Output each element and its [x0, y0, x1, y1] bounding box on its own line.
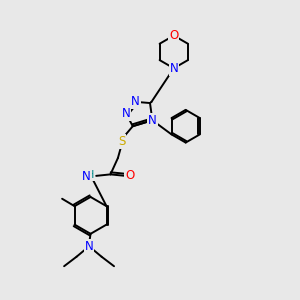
- Text: N: N: [85, 240, 93, 253]
- Text: N: N: [82, 170, 91, 183]
- Text: S: S: [118, 135, 125, 148]
- Text: N: N: [148, 114, 157, 127]
- Text: O: O: [125, 169, 134, 182]
- Text: O: O: [169, 29, 178, 42]
- Text: N: N: [169, 62, 178, 75]
- Text: H: H: [86, 170, 95, 180]
- Text: N: N: [122, 107, 130, 120]
- Text: N: N: [131, 95, 140, 108]
